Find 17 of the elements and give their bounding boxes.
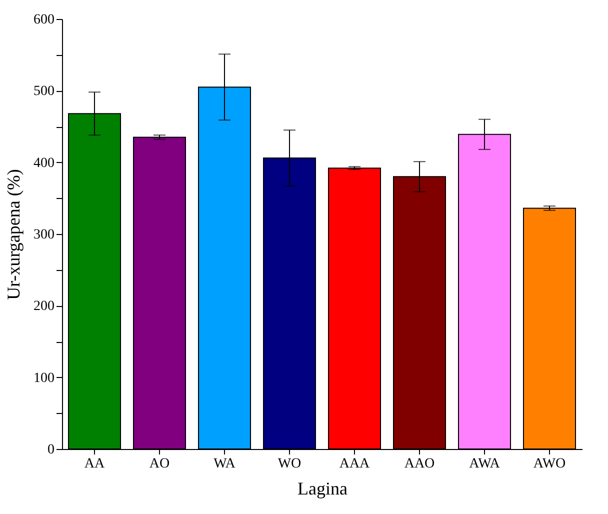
y-tick-label: 100 (34, 370, 54, 386)
x-tick-label: AA (84, 456, 106, 472)
x-tick-label: AO (149, 456, 170, 472)
y-tick-label: 400 (34, 156, 54, 171)
x-tick-label: AWO (533, 456, 566, 472)
x-tick-label: WO (278, 456, 302, 472)
y-axis-title: Ur-xurgapena (%) (4, 169, 24, 300)
y-tick-label: 200 (34, 299, 54, 314)
y-tick-label: 600 (34, 12, 54, 28)
y-tick-label: 300 (34, 228, 54, 242)
y-tick-label: 0 (48, 442, 54, 458)
x-tick-label: AAA (339, 456, 371, 472)
x-tick-label: AAO (404, 456, 435, 472)
x-tick-label: WA (214, 456, 236, 472)
x-tick-label: AWA (469, 456, 501, 472)
x-axis-title: Lagina (298, 478, 348, 498)
y-tick-label: 500 (34, 84, 54, 100)
